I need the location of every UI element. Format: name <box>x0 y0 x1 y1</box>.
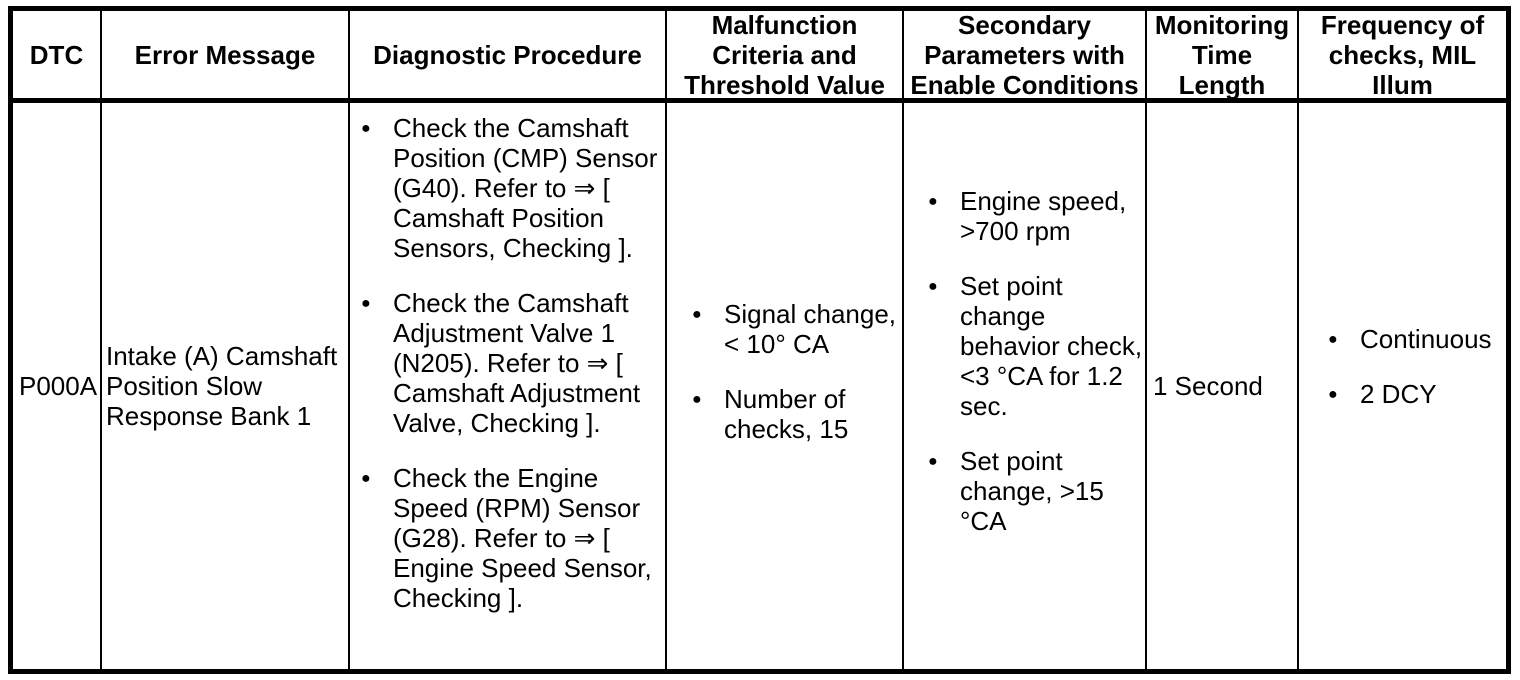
dtc-table: DTC Error Message Diagnostic Procedure M… <box>8 6 1511 674</box>
bullet-item: Check the Camshaft Adjustment Valve 1 (N… <box>361 288 663 438</box>
table-body-row: P000A Intake (A) Camshaft Position Slow … <box>13 103 1506 669</box>
table-header-row: DTC Error Message Diagnostic Procedure M… <box>13 11 1506 103</box>
diagnostic-procedure-list: Check the Camshaft Position (CMP) Sensor… <box>350 103 665 613</box>
header-dtc: DTC <box>13 11 102 98</box>
bullet-item: Check the Camshaft Position (CMP) Sensor… <box>361 113 663 263</box>
frequency-of-checks-list: Continuous 2 DCY <box>1299 324 1506 409</box>
cell-error-message: Intake (A) Camshaft Position Slow Respon… <box>102 103 350 669</box>
bullet-item: Continuous <box>1328 324 1506 354</box>
cell-frequency-of-checks: Continuous 2 DCY <box>1299 103 1506 669</box>
header-error-message: Error Message <box>102 11 350 98</box>
malfunction-criteria-list: Signal change, < 10° CA Number of checks,… <box>667 299 902 444</box>
header-frequency-of-checks: Frequency of checks, MIL Illum <box>1320 11 1485 98</box>
secondary-parameters-list: Engine speed, >700 rpm Set point change b… <box>904 186 1145 536</box>
bullet-item: Number of checks, 15 <box>692 384 902 444</box>
header-secondary-parameters: Secondary Parameters with Enable Conditi… <box>904 11 1147 98</box>
cell-monitoring-time: 1 Second <box>1147 103 1299 669</box>
bullet-item: Engine speed, >700 rpm <box>928 186 1145 246</box>
cell-diagnostic-procedure: Check the Camshaft Position (CMP) Sensor… <box>350 103 667 669</box>
cell-dtc-code: P000A <box>13 103 102 669</box>
bullet-item: Signal change, < 10° CA <box>692 299 902 359</box>
header-malfunction-criteria: Malfunction Criteria and Threshold Value <box>667 11 904 98</box>
header-monitoring-time: Monitoring Time Length <box>1147 11 1299 98</box>
cell-malfunction-criteria: Signal change, < 10° CA Number of checks,… <box>667 103 904 669</box>
bullet-item: Check the Engine Speed (RPM) Sensor (G28… <box>361 463 663 613</box>
cell-secondary-parameters: Engine speed, >700 rpm Set point change b… <box>904 103 1147 669</box>
bullet-item: 2 DCY <box>1328 379 1506 409</box>
bullet-item: Set point change, >15 °CA <box>928 446 1145 536</box>
bullet-item: Set point change behavior check, <3 °CA … <box>928 271 1145 421</box>
header-diagnostic-procedure: Diagnostic Procedure <box>350 11 667 98</box>
